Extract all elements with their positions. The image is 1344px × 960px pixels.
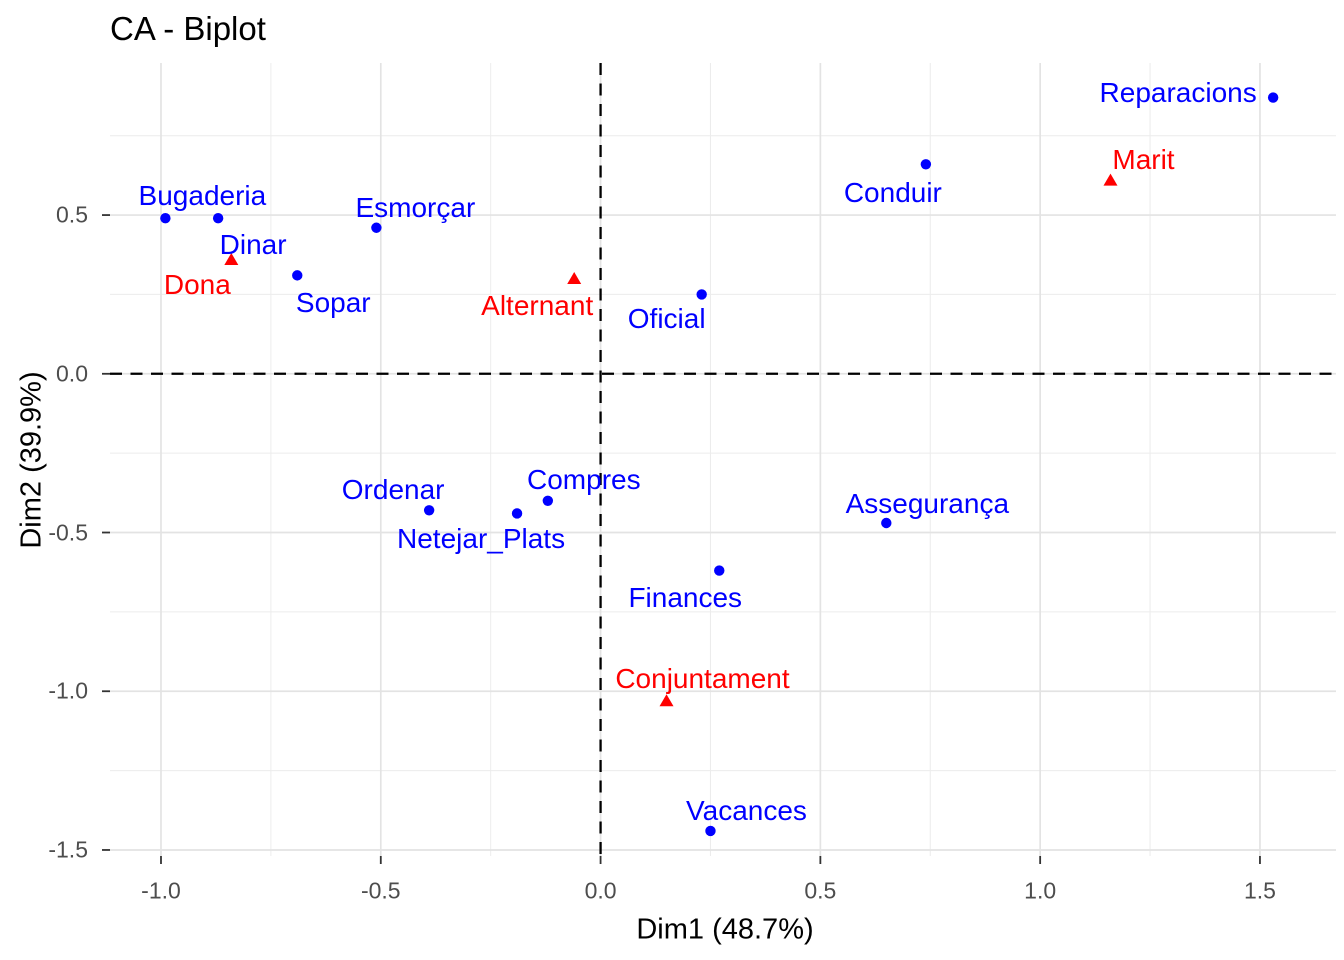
x-tick-label: -0.5	[360, 877, 401, 904]
data-point-Assegurança	[881, 517, 892, 529]
chart-title: CA - Biplot	[110, 10, 266, 47]
data-point-Compres	[542, 495, 554, 506]
y-tick-label: -0.5	[48, 519, 88, 545]
y-tick-label: 0.5	[56, 201, 88, 228]
point-label-Netejar_Plats: Netejar_Plats	[397, 523, 566, 555]
x-tick-label: 0.5	[804, 877, 837, 904]
point-label-Bugaderia: Bugaderia	[138, 180, 267, 212]
data-point-Oficial	[696, 289, 707, 300]
point-label-Dinar: Dinar	[219, 229, 287, 261]
data-point-Finances	[714, 565, 725, 576]
data-point-Vacances	[705, 825, 716, 837]
data-point-Ordenar	[423, 505, 435, 516]
point-label-Reparacions: Reparacions	[1099, 76, 1257, 108]
point-label-Esmorçar: Esmorçar	[355, 191, 476, 223]
data-point-Conjuntament	[659, 694, 674, 707]
point-label-Conduir: Conduir	[843, 177, 942, 209]
y-tick-label: -1.5	[48, 836, 88, 863]
data-point-Dona	[224, 253, 239, 266]
data-point-Bugaderia	[160, 213, 171, 224]
data-point-Esmorçar	[371, 222, 382, 233]
data-point-Dinar	[212, 213, 224, 224]
x-tick-label: -1.0	[141, 877, 181, 904]
point-label-Sopar: Sopar	[295, 287, 371, 319]
point-label-Dona: Dona	[163, 268, 231, 300]
point-label-Marit: Marit	[1112, 144, 1175, 176]
x-tick-label: 0.0	[584, 877, 617, 904]
point-label-Alternant: Alternant	[481, 289, 594, 321]
point-label-Finances: Finances	[628, 581, 743, 613]
data-point-Reparacions	[1267, 92, 1279, 103]
point-label-Oficial: Oficial	[627, 303, 706, 335]
data-point-Conduir	[920, 159, 932, 170]
point-label-Assegurança: Assegurança	[845, 487, 1010, 519]
y-axis-title: Dim2 (39.9%)	[15, 371, 48, 549]
y-tick-label: 0.0	[56, 360, 88, 387]
point-label-Vacances: Vacances	[686, 794, 807, 826]
point-label-Ordenar: Ordenar	[341, 474, 445, 506]
data-point-Sopar	[292, 270, 303, 281]
data-point-Netejar_Plats	[511, 508, 523, 519]
x-tick-label: 1.5	[1243, 877, 1276, 904]
y-tick-label: -1.0	[48, 677, 88, 704]
data-point-Alternant	[567, 272, 582, 285]
point-label-Compres: Compres	[527, 463, 641, 495]
point-label-Conjuntament: Conjuntament	[615, 662, 790, 694]
x-axis-title: Dim1 (48.7%)	[636, 913, 814, 946]
data-point-Marit	[1103, 173, 1118, 186]
x-tick-label: 1.0	[1024, 877, 1057, 904]
